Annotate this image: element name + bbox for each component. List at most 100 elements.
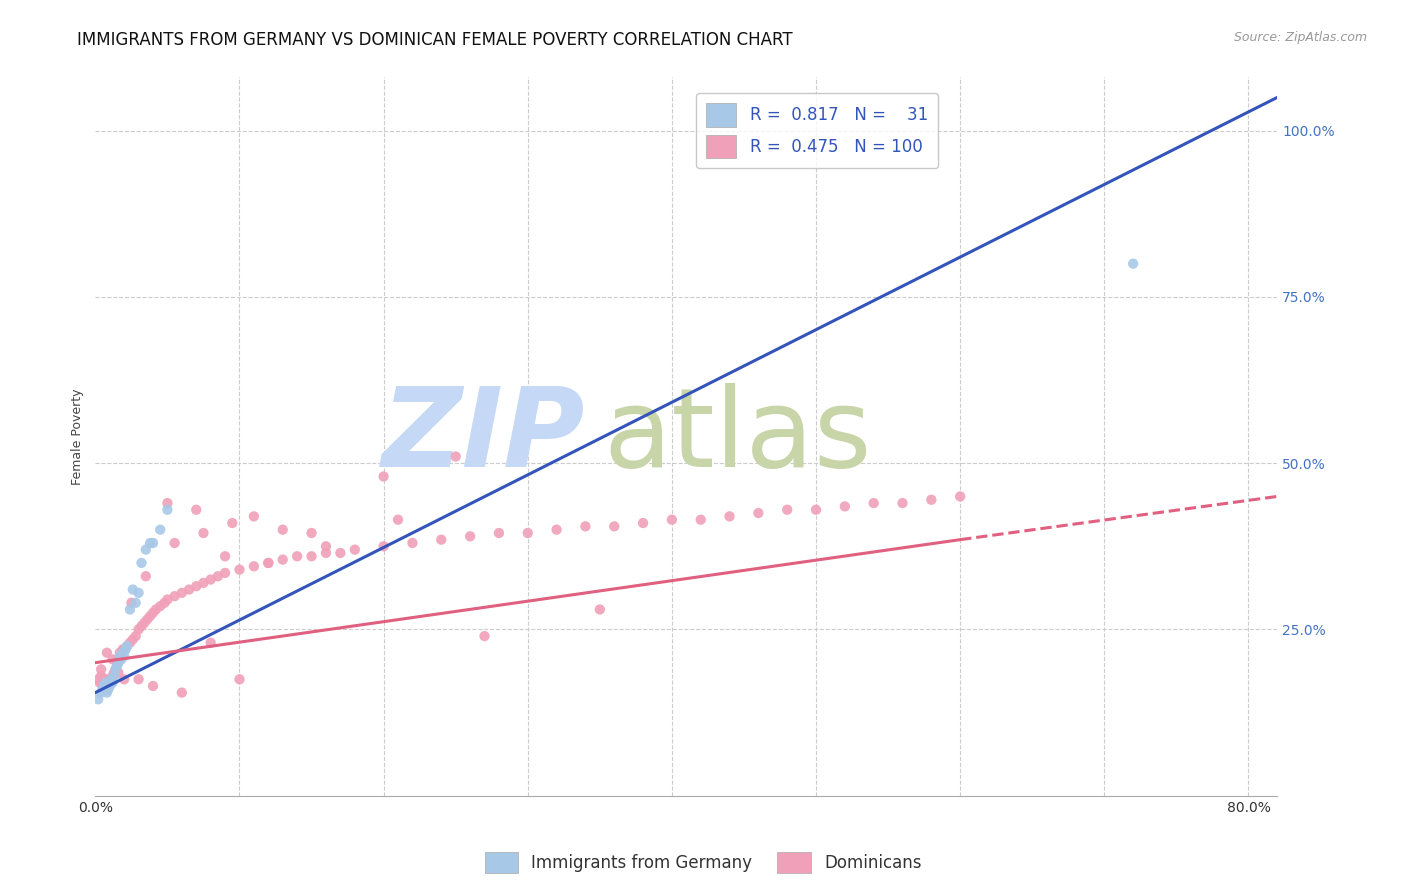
Point [177, 582, 200, 597]
Point [228, 563, 250, 577]
Point [87, 692, 110, 706]
Point [90, 669, 112, 683]
Point [315, 546, 337, 560]
Point [111, 642, 134, 657]
Point [108, 646, 131, 660]
Point [87, 673, 110, 687]
Point [115, 639, 138, 653]
Point [100, 673, 122, 687]
Point [329, 546, 352, 560]
Point [139, 536, 162, 550]
Text: Source: ZipAtlas.com: Source: ZipAtlas.com [1233, 31, 1367, 45]
Point [285, 549, 308, 564]
Point [373, 469, 395, 483]
Point [373, 539, 395, 553]
Point [488, 526, 510, 541]
Point [193, 575, 215, 590]
Point [546, 523, 568, 537]
Point [200, 573, 222, 587]
Point [343, 542, 366, 557]
Point [110, 648, 132, 663]
Point [170, 586, 193, 600]
Point [193, 526, 215, 541]
Point [90, 685, 112, 699]
Point [142, 679, 165, 693]
Point [135, 542, 157, 557]
Point [128, 586, 150, 600]
Point [862, 496, 884, 510]
Point [98, 679, 121, 693]
Point [128, 673, 150, 687]
Point [91, 679, 114, 693]
Point [112, 648, 135, 663]
Point [430, 533, 453, 547]
Point [103, 669, 125, 683]
Point [387, 513, 409, 527]
Point [112, 642, 135, 657]
Point [163, 589, 186, 603]
Text: atlas: atlas [603, 383, 872, 490]
Point [776, 502, 799, 516]
Point [97, 675, 120, 690]
Point [139, 609, 162, 624]
Point [271, 552, 294, 566]
Point [134, 615, 156, 630]
Point [834, 500, 856, 514]
Y-axis label: Female Poverty: Female Poverty [72, 388, 84, 485]
Point [804, 502, 827, 516]
Point [631, 516, 654, 530]
Point [574, 519, 596, 533]
Point [315, 539, 337, 553]
Point [142, 536, 165, 550]
Point [101, 652, 124, 666]
Point [214, 566, 236, 580]
Point [105, 656, 128, 670]
Point [458, 529, 481, 543]
Point [920, 492, 942, 507]
Point [131, 619, 153, 633]
Point [891, 496, 914, 510]
Point [516, 526, 538, 541]
Point [121, 582, 143, 597]
Point [93, 679, 115, 693]
Point [125, 596, 148, 610]
Point [107, 652, 129, 666]
Point [94, 675, 117, 690]
Point [444, 450, 467, 464]
Point [221, 516, 243, 530]
Point [97, 682, 120, 697]
Point [207, 569, 229, 583]
Point [105, 659, 128, 673]
Point [228, 673, 250, 687]
Point [100, 673, 122, 687]
Legend: Immigrants from Germany, Dominicans: Immigrants from Germany, Dominicans [478, 846, 928, 880]
Point [94, 673, 117, 687]
Text: IMMIGRANTS FROM GERMANY VS DOMINICAN FEMALE POVERTY CORRELATION CHART: IMMIGRANTS FROM GERMANY VS DOMINICAN FEM… [77, 31, 793, 49]
Point [149, 599, 172, 614]
Point [170, 685, 193, 699]
Point [401, 536, 423, 550]
Point [96, 685, 118, 699]
Point [186, 502, 208, 516]
Point [111, 646, 134, 660]
Point [104, 662, 127, 676]
Legend: R =  0.817   N =    31, R =  0.475   N = 100: R = 0.817 N = 31, R = 0.475 N = 100 [696, 93, 938, 169]
Point [96, 646, 118, 660]
Point [153, 596, 176, 610]
Point [243, 559, 266, 574]
Point [90, 662, 112, 676]
Point [243, 509, 266, 524]
Point [96, 682, 118, 697]
Point [103, 665, 125, 680]
Point [91, 682, 114, 697]
Point [101, 669, 124, 683]
Point [156, 502, 179, 516]
Point [301, 526, 323, 541]
Point [118, 636, 141, 650]
Point [156, 592, 179, 607]
Point [115, 639, 138, 653]
Point [214, 549, 236, 564]
Point [112, 673, 135, 687]
Point [301, 549, 323, 564]
Point [186, 579, 208, 593]
